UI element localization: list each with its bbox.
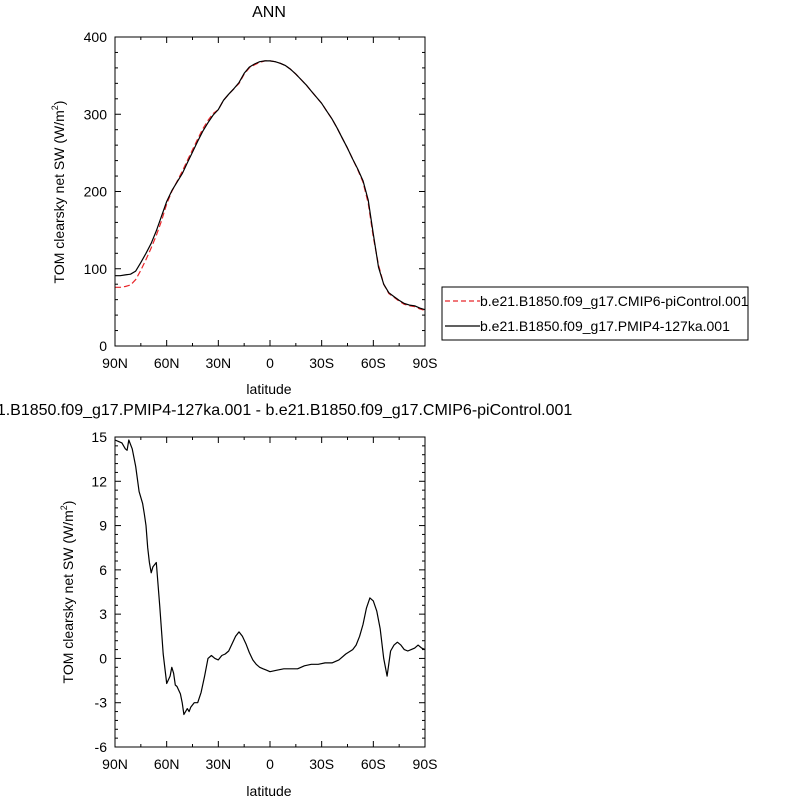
bottom-x-tick-label: 90N bbox=[102, 756, 128, 772]
bottom-chart-panel: b.e21.B1850.f09_g17.PMIP4-127ka.001 - b.… bbox=[0, 402, 572, 799]
top-chart-legend: b.e21.B1850.f09_g17.CMIP6-piControl.001 … bbox=[441, 286, 749, 341]
top-x-tick-label: 90N bbox=[102, 355, 128, 371]
bottom-x-tick-label: 60N bbox=[154, 756, 180, 772]
bottom-x-tick-label: 0 bbox=[266, 756, 274, 772]
bottom-chart-ylabel: TOM clearsky net SW (W/m2) bbox=[59, 501, 76, 684]
top-chart-panel: ANN 90N 60N 30N 0 30S 60S 90S 0 100 200 300 400 lat… bbox=[50, 4, 749, 397]
top-y-tick-label: 100 bbox=[84, 261, 108, 277]
bottom-x-tick-label: 30S bbox=[309, 756, 334, 772]
bottom-y-tick-label: 15 bbox=[91, 429, 107, 445]
bottom-y-tick-label: 0 bbox=[99, 650, 107, 666]
bottom-chart-xlabel: latitude bbox=[246, 783, 291, 799]
top-y-tick-label: 300 bbox=[84, 106, 108, 122]
bottom-y-tick-label: -3 bbox=[95, 695, 108, 711]
bottom-x-tick-label: 60S bbox=[361, 756, 386, 772]
top-chart-ylabel-superscript: 2 bbox=[50, 105, 60, 110]
bottom-series-line-0 bbox=[114, 439, 426, 716]
bottom-chart-plot-area: 90N 60N 30N 0 30S 60S 90S -6 -3 0 3 6 9 12 15 bbox=[91, 429, 437, 772]
legend-frame bbox=[441, 286, 749, 341]
top-x-tick-label: 30S bbox=[309, 355, 334, 371]
top-x-tick-label: 60S bbox=[361, 355, 386, 371]
bottom-chart-title: b.e21.B1850.f09_g17.PMIP4-127ka.001 - b.… bbox=[0, 402, 572, 419]
top-y-tick-label: 0 bbox=[99, 338, 107, 354]
top-y-tick-label: 200 bbox=[84, 184, 108, 200]
legend-entry-127ka: b.e21.B1850.f09_g17.PMIP4-127ka.001 bbox=[480, 318, 730, 334]
top-chart-title: ANN bbox=[252, 4, 286, 21]
top-series-line-1 bbox=[115, 60, 426, 311]
bottom-x-tick-label: 30N bbox=[205, 756, 231, 772]
bottom-y-tick-label: 3 bbox=[99, 606, 107, 622]
top-chart-ylabel: TOM clearsky net SW (W/m2) bbox=[50, 101, 67, 284]
top-chart-xlabel: latitude bbox=[246, 381, 291, 397]
top-x-tick-label: 30N bbox=[205, 355, 231, 371]
bottom-y-tick-label: -6 bbox=[95, 739, 108, 755]
top-x-tick-label: 60N bbox=[154, 355, 180, 371]
top-plot-frame bbox=[114, 36, 426, 347]
bottom-y-tick-label: 9 bbox=[99, 518, 107, 534]
top-series-line-0 bbox=[115, 60, 426, 312]
bottom-y-tick-label: 12 bbox=[91, 473, 107, 489]
bottom-x-tick-label: 90S bbox=[413, 756, 438, 772]
bottom-plot-frame bbox=[114, 436, 426, 748]
top-x-tick-label: 90S bbox=[413, 355, 438, 371]
top-chart-plot-area: 90N 60N 30N 0 30S 60S 90S 0 100 200 300 400 bbox=[84, 29, 438, 371]
legend-entry-picontrol: b.e21.B1850.f09_g17.CMIP6-piControl.001 bbox=[480, 293, 749, 309]
top-y-tick-label: 400 bbox=[84, 29, 108, 45]
top-x-tick-label: 0 bbox=[266, 355, 274, 371]
bottom-y-tick-label: 6 bbox=[99, 562, 107, 578]
bottom-chart-ylabel-superscript: 2 bbox=[59, 505, 69, 510]
